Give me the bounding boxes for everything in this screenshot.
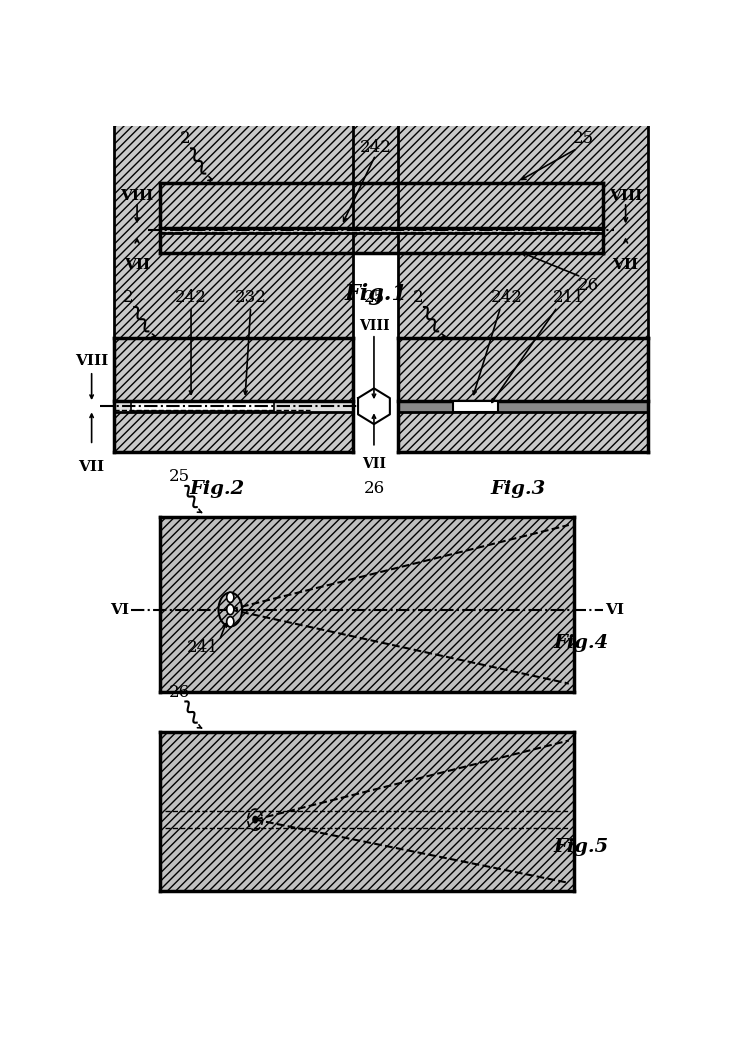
Text: 25: 25 — [363, 289, 384, 306]
Bar — [114, 338, 353, 400]
Text: 25: 25 — [572, 131, 593, 148]
Bar — [114, 0, 353, 452]
Text: Fig.1: Fig.1 — [344, 282, 406, 304]
Text: Fig.4: Fig.4 — [553, 634, 608, 652]
Circle shape — [226, 604, 234, 615]
Text: 2: 2 — [412, 289, 423, 306]
Text: 242: 242 — [490, 289, 521, 306]
Text: VIII: VIII — [120, 189, 154, 203]
Text: 242: 242 — [359, 138, 391, 155]
Bar — [453, 400, 498, 412]
Text: VII: VII — [362, 457, 386, 471]
Text: 26: 26 — [169, 683, 190, 700]
Text: VII: VII — [612, 258, 638, 272]
Text: 2: 2 — [180, 131, 190, 148]
Bar — [160, 517, 574, 692]
Text: 211: 211 — [552, 289, 584, 306]
Text: Fig.2: Fig.2 — [189, 479, 244, 497]
Text: Fig.3: Fig.3 — [490, 479, 545, 497]
Text: 232: 232 — [234, 289, 266, 306]
Text: VIII: VIII — [608, 189, 641, 203]
Text: 25: 25 — [169, 468, 190, 485]
Text: 2: 2 — [123, 289, 134, 306]
Circle shape — [226, 617, 234, 627]
Text: 242: 242 — [175, 289, 206, 306]
Bar — [398, 0, 648, 452]
Bar — [160, 184, 602, 228]
Text: 26: 26 — [363, 480, 384, 497]
Bar — [114, 400, 353, 412]
Bar — [398, 338, 648, 400]
Text: VIII: VIII — [358, 319, 389, 333]
Text: VI: VI — [111, 603, 130, 617]
Bar — [160, 0, 602, 252]
Text: VII: VII — [78, 459, 105, 473]
Text: 241: 241 — [186, 639, 218, 656]
Bar — [131, 401, 274, 412]
Text: 26: 26 — [578, 277, 599, 294]
Bar — [398, 400, 648, 412]
Text: VII: VII — [124, 258, 150, 272]
Text: Fig.5: Fig.5 — [553, 837, 608, 855]
Text: VI: VI — [604, 603, 623, 617]
Bar — [160, 228, 602, 233]
Circle shape — [226, 592, 234, 603]
Circle shape — [253, 816, 257, 823]
Bar — [160, 733, 574, 891]
Text: VIII: VIII — [75, 354, 108, 367]
